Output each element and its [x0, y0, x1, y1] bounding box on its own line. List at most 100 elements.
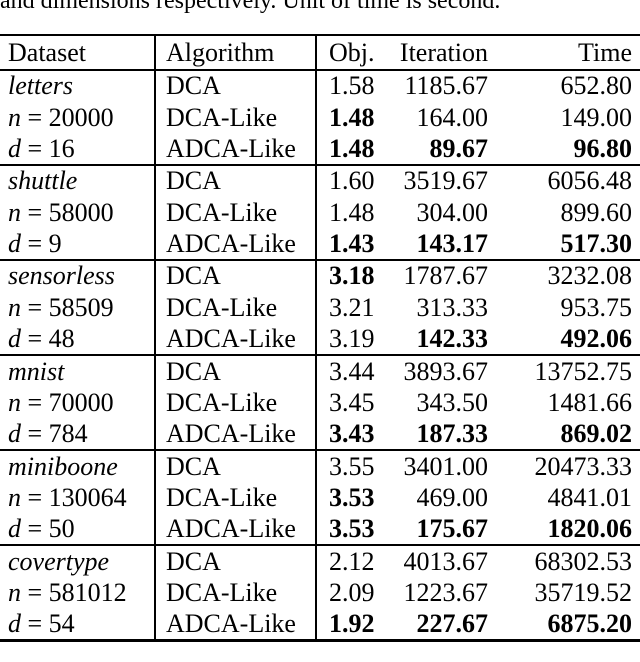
- col-header-obj: Obj.: [329, 37, 375, 67]
- dataset-name-cell: mnist: [0, 355, 156, 387]
- dataset-name-cell: covertype: [0, 545, 156, 577]
- dataset-name: mnist: [8, 356, 65, 386]
- dataset-name: letters: [8, 71, 73, 101]
- dataset-d-cell: d = 9: [0, 228, 156, 261]
- dataset-d-cell: d = 54: [0, 608, 156, 641]
- dataset-n-cell: n = 581012: [0, 577, 156, 609]
- obj-cell: 1.60: [329, 166, 375, 196]
- dataset-name-cell: shuttle: [0, 165, 156, 197]
- table-header: Dataset Algorithm Obj. Iteration Time: [0, 35, 640, 70]
- table-row: miniboone DCA 3.55 3401.00 20473.33: [0, 450, 640, 482]
- dataset-group: covertype DCA 2.12 4013.67 68302.53 n = 58101…: [0, 545, 640, 641]
- algorithm-cell: ADCA-Like: [155, 133, 317, 166]
- obj-cell: 1.48: [329, 197, 375, 227]
- time-cell: 3232.08: [547, 261, 633, 291]
- time-cell: 517.30: [560, 228, 633, 258]
- table-row: n = 58000 DCA-Like 1.48 304.00 899.60: [0, 196, 640, 229]
- dataset-group: letters DCA 1.58 1185.67 652.80 n = 20000 DCA-…: [0, 70, 640, 166]
- dataset-d-cell: d = 784: [0, 418, 156, 451]
- col-header-dataset: Dataset: [0, 35, 156, 70]
- iteration-cell: 89.67: [429, 133, 489, 163]
- algorithm-cell: DCA: [155, 545, 317, 577]
- iteration-cell: 3401.00: [403, 451, 489, 481]
- iteration-cell: 164.00: [416, 102, 489, 132]
- algorithm-cell: DCA-Like: [155, 386, 317, 419]
- iteration-cell: 187.33: [416, 418, 489, 448]
- iteration-cell: 469.00: [416, 482, 489, 512]
- n-variable: n: [8, 387, 21, 417]
- iteration-cell: 143.17: [416, 228, 489, 258]
- d-variable: d: [8, 418, 21, 448]
- iteration-cell: 175.67: [416, 513, 489, 543]
- table-row: d = 784 ADCA-Like 3.43 187.33 869.02: [0, 418, 640, 451]
- time-cell: 1820.06: [547, 513, 633, 543]
- dataset-group: mnist DCA 3.44 3893.67 13752.75 n = 70000 DCA-…: [0, 355, 640, 451]
- table-row: n = 130064 DCA-Like 3.53 469.00 4841.01: [0, 481, 640, 514]
- n-variable: n: [8, 292, 21, 322]
- iteration-cell: 142.33: [416, 323, 489, 353]
- time-cell: 149.00: [560, 102, 633, 132]
- obj-cell: 3.19: [329, 323, 375, 353]
- table-row: covertype DCA 2.12 4013.67 68302.53: [0, 545, 640, 577]
- time-cell: 492.06: [560, 323, 633, 353]
- iteration-cell: 3519.67: [403, 166, 489, 196]
- d-variable: d: [8, 133, 21, 163]
- d-variable: d: [8, 228, 21, 258]
- header-row: Dataset Algorithm Obj. Iteration Time: [0, 35, 640, 70]
- dataset-n-cell: n = 58509: [0, 291, 156, 324]
- dataset-name-cell: letters: [0, 70, 156, 102]
- time-cell: 869.02: [560, 418, 633, 448]
- table-row: mnist DCA 3.44 3893.67 13752.75: [0, 355, 640, 387]
- dataset-group: sensorless DCA 3.18 1787.67 3232.08 n = 58509…: [0, 260, 640, 356]
- obj-cell: 1.58: [329, 71, 375, 101]
- dataset-group: shuttle DCA 1.60 3519.67 6056.48 n = 58000 DCA…: [0, 165, 640, 261]
- col-header-time: Time: [578, 37, 632, 67]
- algorithm-cell: DCA: [155, 355, 317, 387]
- dataset-group: miniboone DCA 3.55 3401.00 20473.33 n = 13006…: [0, 450, 640, 546]
- col-header-algorithm: Algorithm: [155, 35, 317, 70]
- dataset-name: sensorless: [8, 261, 115, 291]
- algorithm-cell: ADCA-Like: [155, 418, 317, 451]
- dataset-d-cell: d = 50: [0, 513, 156, 546]
- dataset-d-cell: d = 48: [0, 323, 156, 356]
- algorithm-cell: DCA: [155, 165, 317, 197]
- obj-cell: 1.43: [329, 228, 375, 258]
- table-row: d = 16 ADCA-Like 1.48 89.67 96.80: [0, 133, 640, 166]
- time-cell: 6875.20: [547, 608, 633, 638]
- dataset-name: covertype: [8, 546, 110, 576]
- algorithm-cell: DCA: [155, 450, 317, 482]
- obj-cell: 1.92: [329, 608, 375, 638]
- obj-cell: 2.09: [329, 577, 375, 607]
- col-header-iteration: Iteration: [399, 37, 488, 67]
- table-row: d = 50 ADCA-Like 3.53 175.67 1820.06: [0, 513, 640, 546]
- algorithm-cell: DCA: [155, 260, 317, 292]
- algorithm-cell: ADCA-Like: [155, 608, 317, 641]
- table-row: letters DCA 1.58 1185.67 652.80: [0, 70, 640, 102]
- obj-cell: 3.18: [329, 261, 375, 291]
- n-variable: n: [8, 482, 21, 512]
- algorithm-cell: DCA-Like: [155, 196, 317, 229]
- obj-cell: 3.53: [329, 482, 375, 512]
- time-cell: 4841.01: [547, 482, 633, 512]
- table-caption: and dimensions respectively. Unit of tim…: [0, 0, 501, 14]
- obj-cell: 3.53: [329, 513, 375, 543]
- time-cell: 35719.52: [534, 577, 633, 607]
- table-row: n = 20000 DCA-Like 1.48 164.00 149.00: [0, 101, 640, 134]
- time-cell: 6056.48: [547, 166, 633, 196]
- iteration-cell: 4013.67: [403, 546, 489, 576]
- algorithm-cell: DCA: [155, 70, 317, 102]
- algorithm-cell: ADCA-Like: [155, 228, 317, 261]
- n-variable: n: [8, 102, 21, 132]
- table-row: d = 9 ADCA-Like 1.43 143.17 517.30: [0, 228, 640, 261]
- table-row: n = 70000 DCA-Like 3.45 343.50 1481.66: [0, 386, 640, 419]
- dataset-name: miniboone: [8, 451, 118, 481]
- table-row: d = 48 ADCA-Like 3.19 142.33 492.06: [0, 323, 640, 356]
- algorithm-cell: DCA-Like: [155, 577, 317, 609]
- algorithm-cell: ADCA-Like: [155, 323, 317, 356]
- iteration-cell: 3893.67: [403, 356, 489, 386]
- d-variable: d: [8, 513, 21, 543]
- algorithm-cell: DCA-Like: [155, 291, 317, 324]
- time-cell: 899.60: [560, 197, 633, 227]
- iteration-cell: 1185.67: [404, 71, 488, 101]
